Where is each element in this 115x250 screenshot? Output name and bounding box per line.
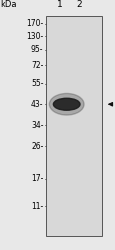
Text: kDa: kDa <box>0 0 16 9</box>
Ellipse shape <box>49 94 83 115</box>
Text: 72-: 72- <box>31 60 43 70</box>
Text: 26-: 26- <box>31 142 43 151</box>
Text: 95-: 95- <box>31 46 43 54</box>
Text: 130-: 130- <box>26 32 43 41</box>
Text: 17-: 17- <box>31 174 43 183</box>
Text: 43-: 43- <box>31 100 43 109</box>
Text: 1: 1 <box>56 0 62 9</box>
Text: 170-: 170- <box>26 19 43 28</box>
Text: 2: 2 <box>76 0 82 9</box>
Text: 55-: 55- <box>31 79 43 88</box>
Text: 34-: 34- <box>31 120 43 130</box>
Ellipse shape <box>53 98 79 110</box>
Text: 11-: 11- <box>31 202 43 211</box>
Bar <box>46 16 101 236</box>
